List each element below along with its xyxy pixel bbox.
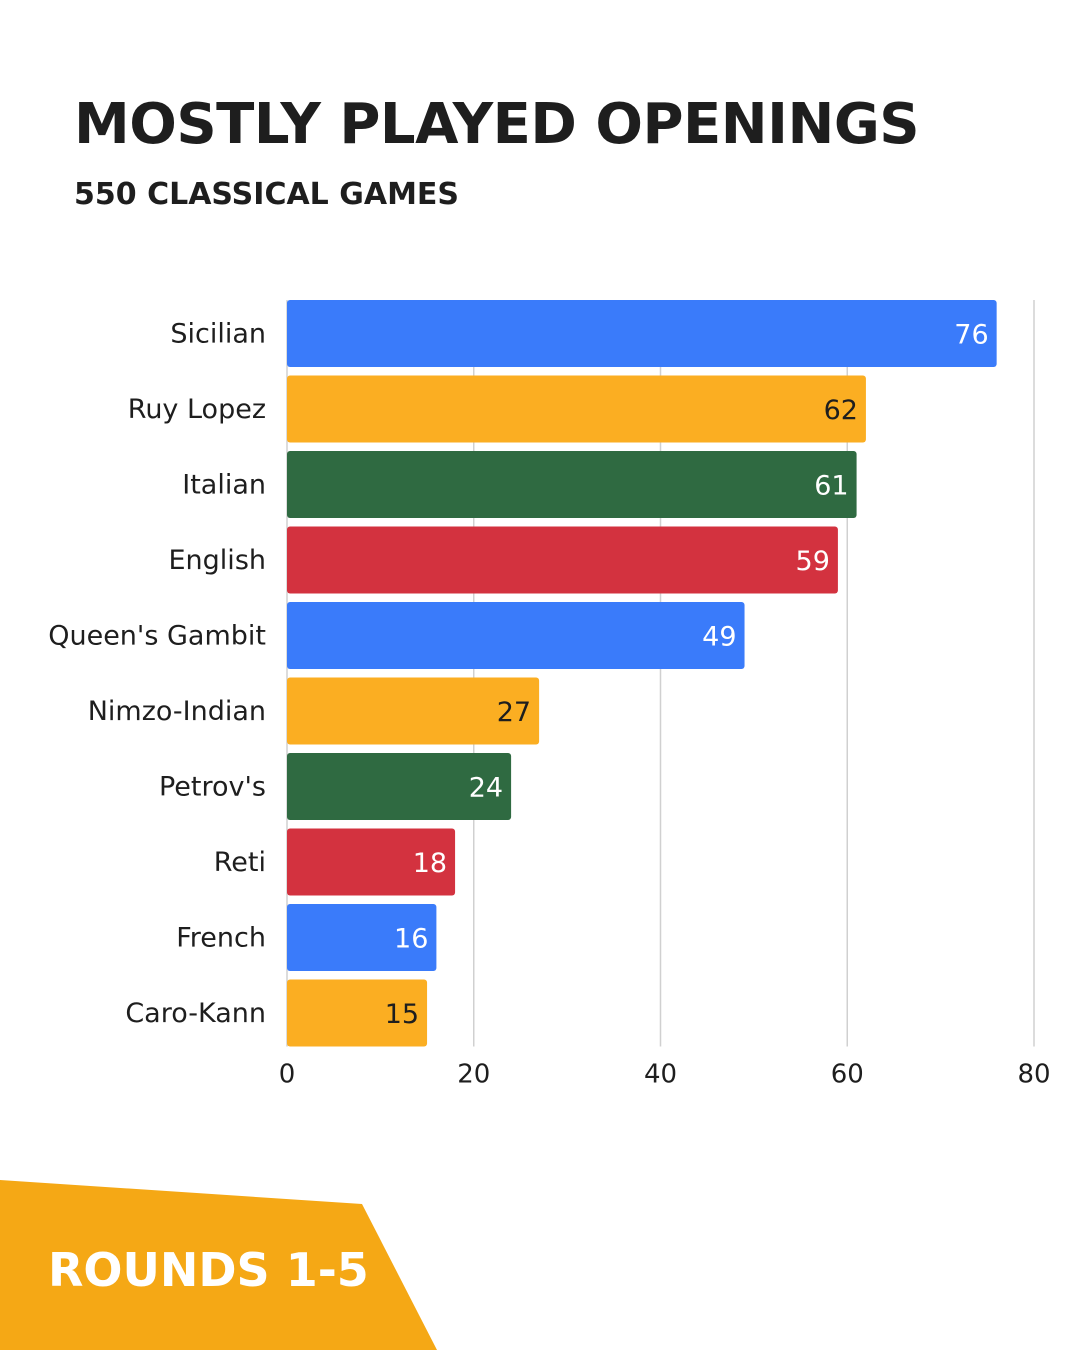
category-label: Nimzo-Indian [88,696,266,727]
category-label: Sicilian [170,319,266,350]
bar-french [287,904,437,971]
bar-reti [287,828,456,896]
data-label: 59 [796,546,830,577]
rounds-badge-shape [0,1180,437,1350]
bar-english [287,526,838,594]
bar-nimzo-indian [287,677,540,745]
x-tick-label: 40 [644,1060,677,1090]
category-labels: Sicilian Ruy Lopez Italian English Queen's G… [48,319,266,1030]
chart-title: MOSTLY PLAYED OPENINGS [74,92,920,157]
category-label: Italian [182,470,266,501]
bar-caro-kann [287,979,428,1047]
bar-ruy-lopez [287,375,866,443]
data-label: 24 [469,773,503,804]
data-label: 62 [824,395,858,426]
category-label: Queen's Gambit [48,621,266,652]
data-label: 27 [497,697,531,728]
x-axis-ticks: 0 20 40 60 80 [279,1060,1051,1090]
bar-chart: Sicilian Ruy Lopez Italian English Queen's G… [48,300,1051,1090]
data-label: 15 [385,999,419,1030]
category-label: Caro-Kann [125,998,266,1029]
bar-petrov-s [287,753,512,820]
category-label: Ruy Lopez [128,394,266,425]
data-label: 49 [702,622,736,653]
bar-sicilian [287,300,997,367]
category-label: Reti [214,847,266,878]
data-label: 61 [814,471,848,502]
bars [287,300,997,1047]
data-label: 76 [954,320,988,351]
data-label: 18 [413,848,447,879]
data-label: 16 [394,924,428,955]
category-label: Petrov's [159,772,266,803]
x-tick-label: 20 [457,1060,490,1090]
rounds-badge-label: ROUNDS 1-5 [48,1243,369,1297]
data-labels: 76 62 61 59 49 27 24 18 16 15 [385,320,989,1031]
bar-queen-s-gambit [287,602,745,669]
x-tick-label: 80 [1017,1060,1050,1090]
category-label: French [176,923,266,954]
x-tick-label: 0 [279,1060,296,1090]
chart-subtitle: 550 CLASSICAL GAMES [74,177,460,212]
category-label: English [169,545,267,576]
x-tick-label: 60 [831,1060,864,1090]
bar-italian [287,451,857,518]
